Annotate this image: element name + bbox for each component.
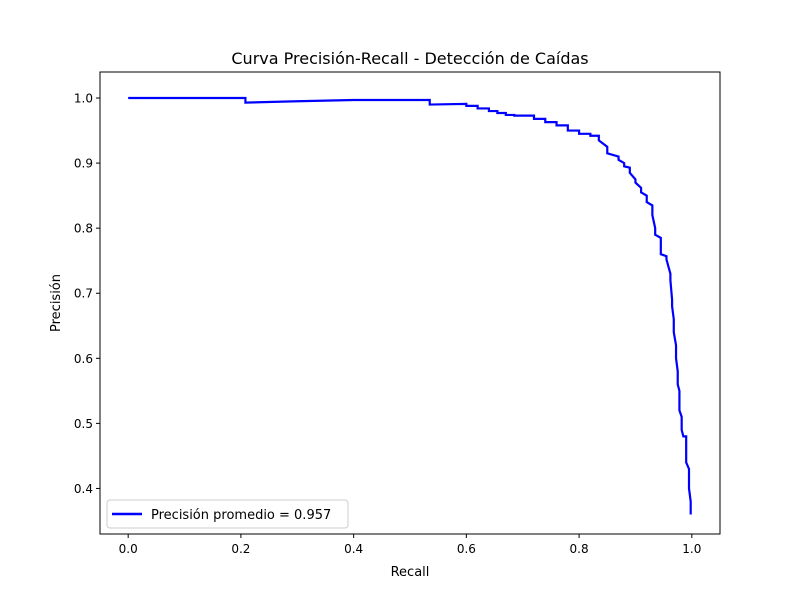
y-tick-label: 0.4 bbox=[74, 482, 93, 496]
y-axis-label: Precisión bbox=[49, 274, 64, 332]
x-axis: 0.0 0.2 0.4 0.6 0.8 1.0 bbox=[119, 534, 701, 556]
y-axis: 0.4 0.5 0.6 0.7 0.8 0.9 1.0 bbox=[74, 92, 100, 496]
y-tick-label: 0.5 bbox=[74, 417, 93, 431]
series-line-0 bbox=[128, 96, 692, 515]
y-tick-label: 0.6 bbox=[74, 352, 93, 366]
y-tick-label: 0.8 bbox=[74, 222, 93, 236]
y-tick-label: 0.9 bbox=[74, 157, 93, 171]
legend: Precisión promedio = 0.957 bbox=[106, 499, 349, 529]
y-tick-label: 0.7 bbox=[74, 287, 93, 301]
x-tick-label: 0.0 bbox=[119, 542, 138, 556]
plot-area bbox=[128, 96, 692, 515]
x-tick-label: 1.0 bbox=[682, 542, 701, 556]
x-tick-label: 0.6 bbox=[457, 542, 476, 556]
chart-title: Curva Precisión-Recall - Detección de Ca… bbox=[231, 49, 588, 68]
plot-frame bbox=[99, 71, 721, 535]
x-axis-label: Recall bbox=[391, 565, 430, 580]
x-tick-label: 0.4 bbox=[344, 542, 363, 556]
x-tick-label: 0.2 bbox=[231, 542, 250, 556]
x-tick-label: 0.8 bbox=[570, 542, 589, 556]
legend-box bbox=[106, 499, 349, 529]
y-tick-label: 1.0 bbox=[74, 92, 93, 106]
legend-label: Precisión promedio = 0.957 bbox=[151, 508, 331, 523]
